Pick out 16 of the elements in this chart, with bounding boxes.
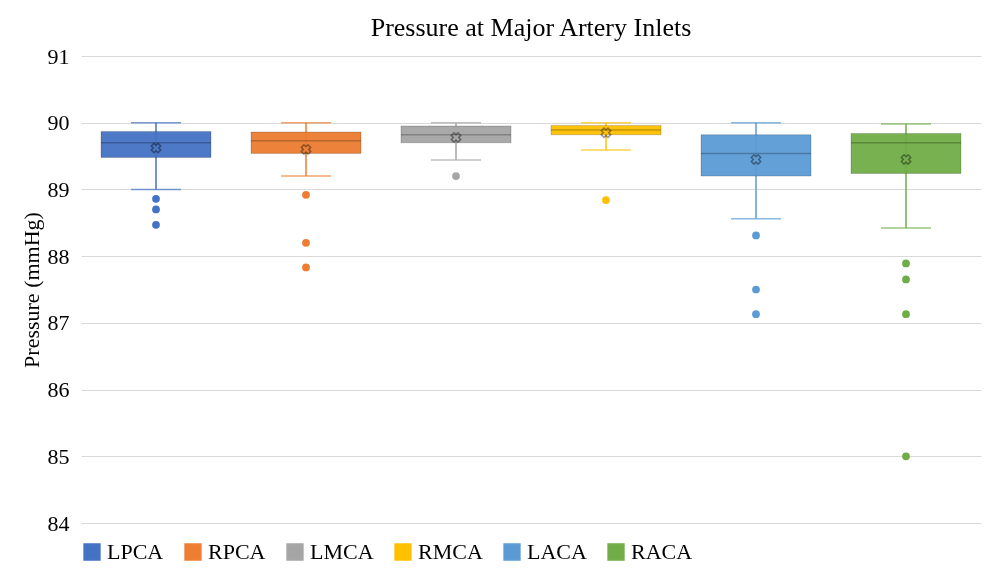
y-tick-label: 86 xyxy=(47,377,70,403)
y-tick-label: 85 xyxy=(47,443,70,469)
legend-label: LMCA xyxy=(310,539,374,564)
y-tick-label: 88 xyxy=(47,243,70,269)
legend-label: RMCA xyxy=(418,539,483,564)
y-axis-title: Pressure (mmHg) xyxy=(18,212,44,368)
legend-label: LPCA xyxy=(107,539,164,564)
legend-label: RACA xyxy=(631,539,693,564)
y-tick-label: 90 xyxy=(47,110,70,136)
y-tick-label: 91 xyxy=(47,43,70,69)
y-tick-label: 84 xyxy=(47,510,70,536)
legend-label: RPCA xyxy=(208,539,266,564)
chart-title: Pressure at Major Artery Inlets xyxy=(370,13,692,42)
y-tick-label: 89 xyxy=(47,176,70,202)
y-tick-label: 87 xyxy=(47,310,70,336)
legend-label: LACA xyxy=(527,539,587,564)
